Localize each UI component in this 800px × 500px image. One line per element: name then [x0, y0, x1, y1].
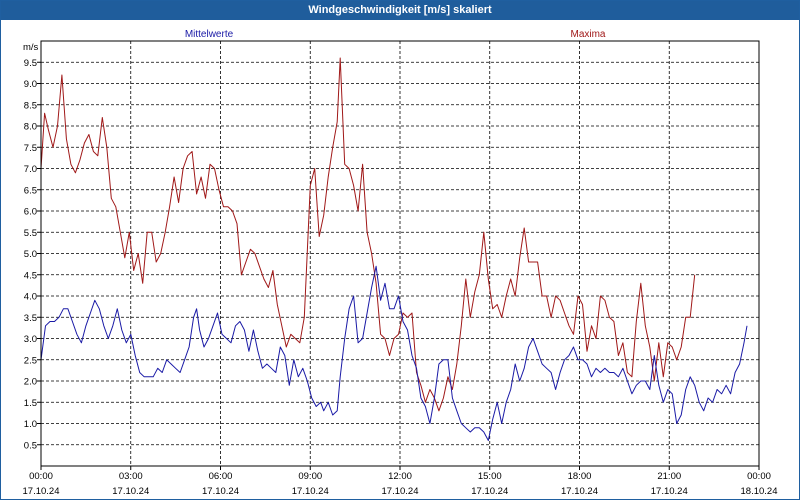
y-tick-label: 5.5 [24, 228, 37, 239]
legend-mittelwerte: Mittelwerte [185, 29, 234, 40]
x-tick-time: 21:00 [657, 471, 681, 482]
x-tick-date: 18.10.24 [741, 486, 778, 497]
y-tick-label: 6.0 [24, 207, 37, 218]
series-group [40, 57, 748, 441]
y-tick-label: 6.5 [24, 185, 37, 196]
x-tick-time: 00:00 [29, 471, 53, 482]
x-tick-time: 00:00 [747, 471, 771, 482]
x-tick-date: 17.10.24 [23, 486, 60, 497]
x-tick-date: 17.10.24 [471, 486, 508, 497]
y-tick-label: 4.0 [24, 292, 37, 303]
y-tick-label: 0.5 [24, 440, 37, 451]
y-tick-label: 4.5 [24, 270, 37, 281]
y-tick-label: 5.0 [24, 249, 37, 260]
x-tick-time: 15:00 [478, 471, 502, 482]
x-tick-date: 17.10.24 [112, 486, 149, 497]
x-tick-time: 06:00 [209, 471, 233, 482]
y-tick-label: 3.0 [24, 334, 37, 345]
y-tick-label: 8.5 [24, 100, 37, 111]
x-tick-time: 18:00 [568, 471, 592, 482]
x-tick-date: 17.10.24 [561, 486, 598, 497]
x-tick-date: 17.10.24 [202, 486, 239, 497]
x-tick-time: 03:00 [119, 471, 143, 482]
x-tick-date: 17.10.24 [651, 486, 688, 497]
grid [41, 41, 759, 466]
y-tick-label: 8.0 [24, 122, 37, 133]
y-tick-label: 7.0 [24, 164, 37, 175]
x-tick-date: 17.10.24 [292, 486, 329, 497]
y-tick-label: 7.5 [24, 143, 37, 154]
y-tick-label: 2.0 [24, 377, 37, 388]
y-tick-label: 9.0 [24, 79, 37, 90]
y-tick-label: 3.5 [24, 313, 37, 324]
series-mittelwerte-line [40, 265, 748, 441]
x-tick-time: 09:00 [298, 471, 322, 482]
x-tick-date: 17.10.24 [382, 486, 419, 497]
y-axis-ticks: 0.5 1.0 1.5 2.0 2.5 3.0 3.5 4.0 4.5 5.0 5.5 6.0 6.5 7… [24, 58, 41, 451]
plot-area-frame [40, 40, 760, 467]
x-axis-ticks: 00:00 17.10.24 03:00 17.10.24 06:00 17.10.24 0… [23, 466, 778, 497]
y-tick-label: 2.5 [24, 355, 37, 366]
series-maxima-line [40, 57, 696, 412]
y-axis-unit: m/s [23, 42, 39, 53]
y-tick-label: 9.5 [24, 58, 37, 69]
y-tick-label: 1.5 [24, 398, 37, 409]
x-tick-time: 12:00 [388, 471, 412, 482]
window-title: Windgeschwindigkeit [m/s] skaliert [1, 1, 799, 20]
legend-maxima: Maxima [570, 29, 605, 40]
y-tick-label: 1.0 [24, 419, 37, 430]
